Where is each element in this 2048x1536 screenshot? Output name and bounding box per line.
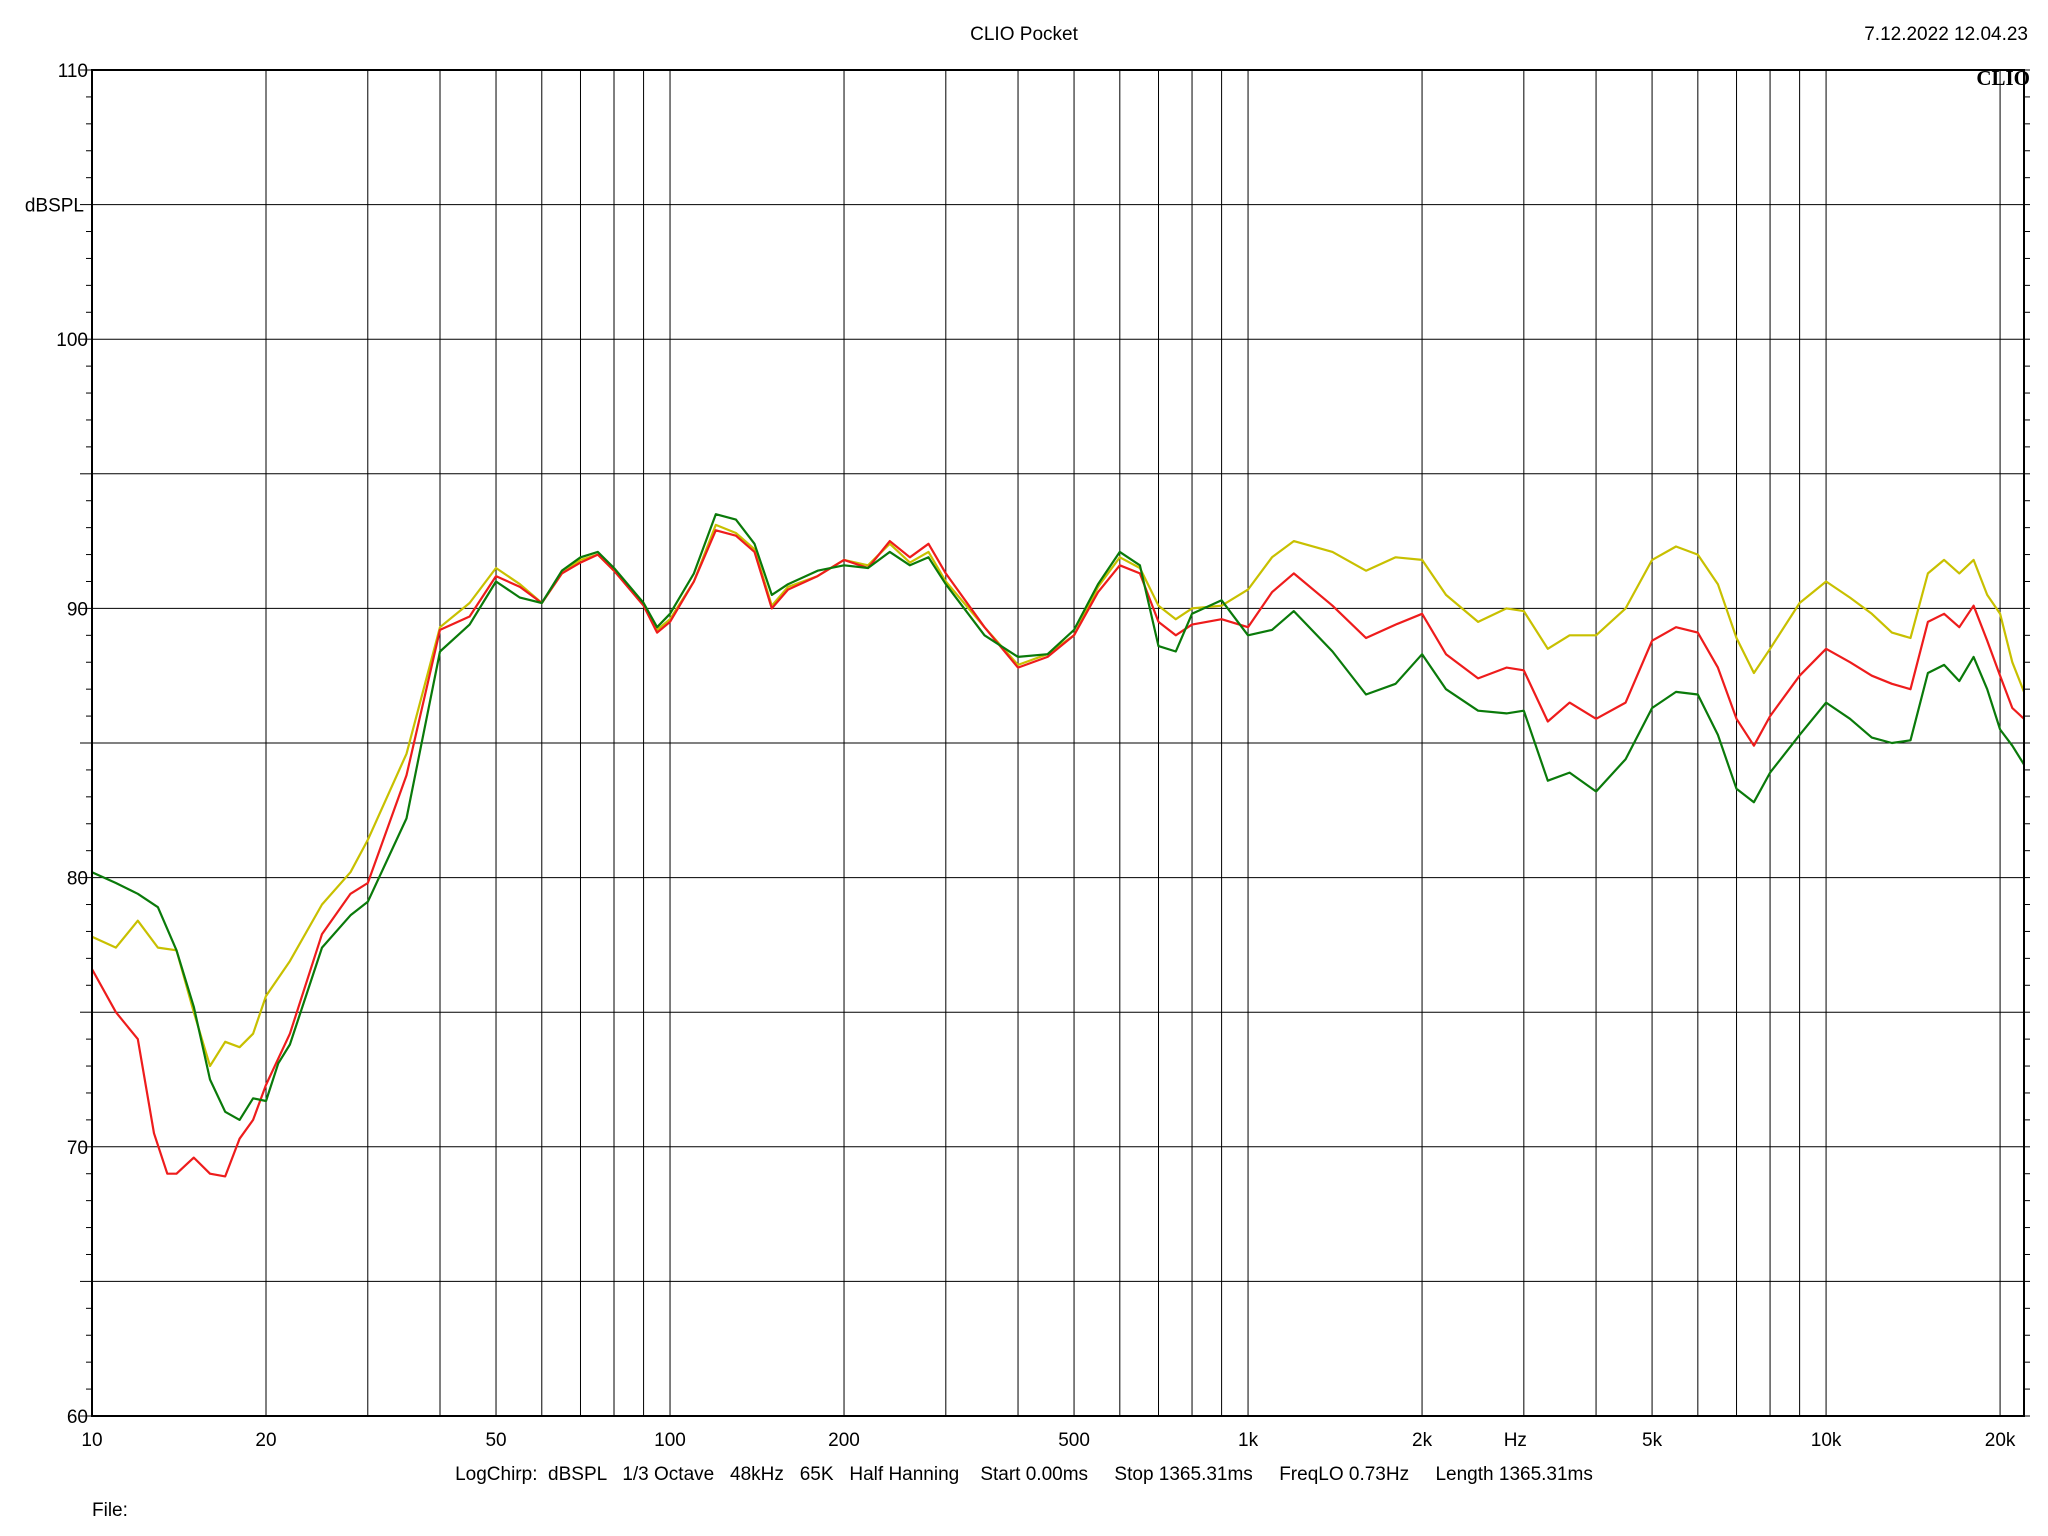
x-tick-label: 5k xyxy=(1642,1430,1663,1451)
series-line-2 xyxy=(91,529,2025,1178)
chart-series xyxy=(91,513,2026,1178)
x-tick-label: 100 xyxy=(654,1430,686,1451)
file-label: File: xyxy=(92,1500,128,1521)
series-line-1 xyxy=(91,523,2026,1068)
measurement-timestamp: 7.12.2022 12.04.23 xyxy=(1864,24,2028,45)
measurement-settings: LogChirp: dBSPL 1/3 Octave 48kHz 65K Hal… xyxy=(455,1464,1593,1485)
chart-title: CLIO Pocket xyxy=(970,24,1078,45)
x-tick-label: 2k xyxy=(1412,1430,1433,1451)
x-tick-label: 500 xyxy=(1058,1430,1090,1451)
series-line-3 xyxy=(91,513,2025,1121)
x-tick-label: 20k xyxy=(1985,1430,2016,1451)
x-tick-label: 20 xyxy=(255,1430,276,1451)
clio-brand-logo: CLIO xyxy=(1976,66,2030,90)
y-tick-label: 100 xyxy=(56,330,88,351)
y-tick-label: 70 xyxy=(67,1138,88,1159)
y-tick-label: 60 xyxy=(67,1407,88,1428)
y-tick-label: 90 xyxy=(67,599,88,620)
x-tick-label: 10 xyxy=(81,1430,102,1451)
y-tick-label: 80 xyxy=(67,869,88,890)
y-axis-label: dBSPL xyxy=(25,196,84,217)
x-tick-label: 50 xyxy=(485,1430,506,1451)
x-tick-label: 10k xyxy=(1811,1430,1842,1451)
y-tick-label: 110 xyxy=(58,61,88,82)
x-tick-label: 200 xyxy=(828,1430,860,1451)
chart-grid xyxy=(92,70,2024,1416)
x-tick-label: 1k xyxy=(1238,1430,1259,1451)
x-axis-label: Hz xyxy=(1504,1430,1527,1451)
